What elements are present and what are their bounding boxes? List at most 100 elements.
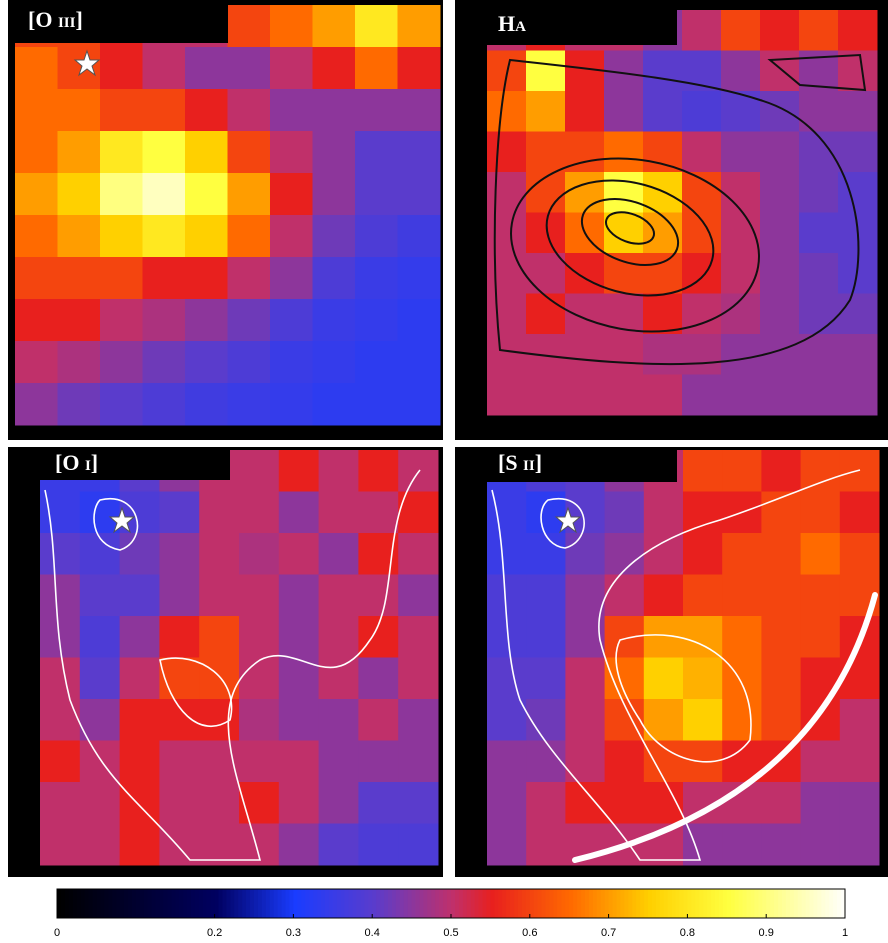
colorbar-swatch: [470, 889, 476, 918]
colorbar-swatch: [435, 889, 440, 918]
colorbar-swatch: [758, 889, 763, 918]
colorbar-swatch: [344, 889, 350, 918]
colorbar-swatch: [742, 889, 748, 918]
cell: [526, 253, 566, 294]
colorbar-swatch: [352, 889, 358, 918]
cell: [15, 383, 58, 426]
cell: [119, 574, 160, 617]
cell: [185, 299, 228, 342]
cell: [278, 533, 320, 575]
colorbar-swatch: [198, 889, 204, 918]
colorbar-swatch: [750, 889, 755, 918]
cell: [15, 341, 58, 384]
cell: [565, 657, 606, 700]
cell: [239, 533, 280, 575]
cell: [839, 533, 880, 575]
colorbar-swatch: [632, 889, 637, 918]
panel: [S ii]: [487, 450, 880, 866]
cell: [398, 574, 439, 617]
cell: [100, 299, 143, 342]
colorbar-swatch: [726, 889, 732, 918]
colorbar-swatch: [384, 889, 389, 918]
cell: [761, 574, 802, 617]
cell: [40, 699, 81, 741]
cell: [799, 253, 839, 294]
cell: [57, 173, 101, 216]
colorbar-tick-label: 0.7: [601, 927, 616, 939]
colorbar-swatch: [210, 889, 216, 918]
cell: [79, 782, 121, 824]
colorbar-swatch: [774, 889, 779, 918]
cell: [79, 823, 121, 866]
colorbar-swatch: [604, 889, 610, 918]
cell: [565, 172, 605, 213]
cell: [683, 533, 723, 575]
cell: [312, 341, 356, 384]
colorbar-swatch: [734, 889, 740, 918]
cell: [760, 10, 800, 51]
colorbar-swatch: [789, 889, 795, 918]
cell: [79, 533, 121, 575]
cell: [487, 172, 527, 213]
cell: [565, 91, 605, 132]
colorbar-swatch: [565, 889, 570, 918]
cell: [839, 740, 880, 783]
cell: [312, 299, 356, 342]
cell: [839, 823, 880, 866]
colorbar-swatch: [100, 889, 105, 918]
cell: [487, 212, 527, 254]
cell: [355, 5, 398, 48]
cell: [318, 574, 359, 617]
colorbar-swatch: [68, 889, 74, 918]
colorbar-swatch: [714, 889, 720, 918]
colorbar-swatch: [281, 889, 287, 918]
colorbar-swatch: [829, 889, 834, 918]
colorbar-swatch: [167, 889, 172, 918]
colorbar-swatch: [711, 889, 716, 918]
colorbar-swatch: [387, 889, 393, 918]
colorbar-swatch: [648, 889, 653, 918]
colorbar-swatch: [466, 889, 472, 918]
cell: [565, 293, 605, 335]
colorbar-swatch: [707, 889, 712, 918]
cell: [278, 823, 320, 866]
cell: [185, 47, 228, 90]
cell: [355, 215, 398, 258]
colorbar-swatch: [261, 889, 267, 918]
cell: [355, 173, 398, 216]
colorbar-swatch: [399, 889, 405, 918]
cell: [199, 699, 240, 741]
colorbar-swatch: [234, 889, 239, 918]
colorbar-swatch: [143, 889, 149, 918]
colorbar-swatch: [214, 889, 220, 918]
colorbar-swatch: [766, 889, 771, 918]
cell: [159, 699, 200, 741]
colorbar-swatch: [837, 889, 842, 918]
cell: [526, 491, 566, 534]
cell: [185, 131, 228, 174]
cell: [318, 823, 359, 866]
colorbar-swatch: [427, 889, 432, 918]
colorbar-swatch: [821, 889, 826, 918]
colorbar-swatch: [273, 889, 279, 918]
cell: [239, 782, 280, 824]
colorbar-swatch: [703, 889, 708, 918]
colorbar-swatch: [809, 889, 815, 918]
cell: [358, 616, 399, 658]
cell: [800, 782, 841, 824]
colorbar-swatch: [127, 889, 133, 918]
colorbar-swatch: [462, 889, 468, 918]
cell: [397, 383, 441, 426]
colorbar-swatch: [116, 889, 121, 918]
cell: [761, 782, 802, 824]
colorbar-swatch: [88, 889, 94, 918]
colorbar-swatch: [584, 889, 590, 918]
colorbar-swatch: [577, 889, 582, 918]
colorbar-swatch: [730, 889, 736, 918]
cell: [318, 699, 359, 741]
cell: [227, 173, 271, 216]
colorbar-swatch: [545, 889, 551, 918]
arc: [572, 592, 878, 863]
cell: [142, 89, 186, 132]
colorbar-swatch: [498, 889, 503, 918]
